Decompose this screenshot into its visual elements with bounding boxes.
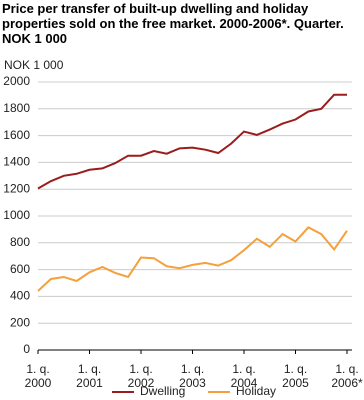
x-tick-label: 1. q.	[129, 362, 152, 376]
y-tick-label: 1000	[3, 208, 30, 222]
y-tick-label: 1800	[3, 101, 30, 115]
y-tick-label: 800	[10, 235, 30, 249]
x-tick-label: 1. q.	[26, 362, 49, 376]
x-tick-label: 2004	[231, 376, 258, 390]
x-tick-label: 1. q.	[335, 362, 358, 376]
y-tick-label: 2000	[3, 74, 30, 88]
y-tick-label: 1600	[3, 128, 30, 142]
data-line	[37, 93, 347, 190]
y-tick-label: 400	[10, 289, 30, 303]
chart-title: Price per transfer of built-up dwelling …	[2, 1, 344, 46]
x-tick-label: 1. q.	[284, 362, 307, 376]
data-line	[37, 226, 348, 292]
x-tick-label: 2002	[128, 376, 155, 390]
y-tick-label: 1400	[3, 155, 30, 169]
x-tick-label: 1. q.	[78, 362, 101, 376]
x-tick-label: 1. q.	[232, 362, 255, 376]
legend-label: Holiday	[236, 384, 276, 398]
y-tick-label: 1200	[3, 181, 30, 195]
y-axis-label: NOK 1 000	[4, 58, 64, 72]
x-tick-label: 1. q.	[181, 362, 204, 376]
y-tick-label: 200	[10, 315, 30, 329]
x-tick-label: 2005	[282, 376, 309, 390]
x-tick-label: 2003	[179, 376, 206, 390]
y-tick-label: 600	[10, 262, 30, 276]
x-tick-label: 2000	[25, 376, 52, 390]
y-tick-label: 0	[23, 342, 30, 356]
legend-label: Dwelling	[140, 384, 185, 398]
x-tick-label: 2006*	[331, 376, 363, 390]
x-tick-label: 2001	[76, 376, 103, 390]
